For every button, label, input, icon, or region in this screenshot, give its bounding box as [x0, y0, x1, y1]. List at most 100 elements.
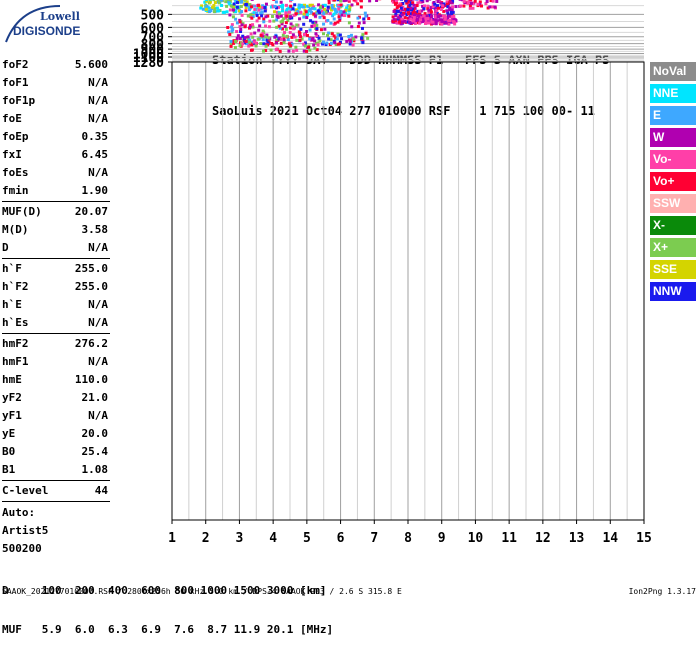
data-point	[237, 34, 240, 37]
data-point	[288, 11, 291, 14]
data-point	[275, 26, 278, 29]
data-point	[214, 1, 217, 4]
x-tick-label: 6	[337, 531, 345, 546]
data-point	[309, 4, 312, 7]
data-point	[257, 4, 260, 7]
data-point	[280, 42, 283, 45]
data-point	[276, 15, 279, 18]
data-point	[408, 21, 411, 24]
data-point	[357, 25, 360, 28]
data-point	[430, 15, 433, 18]
y-tick-label: 400	[141, 0, 165, 4]
data-point	[400, 7, 403, 10]
data-point	[251, 48, 254, 51]
data-point	[426, 5, 429, 8]
data-point	[253, 8, 256, 11]
data-point	[229, 8, 232, 11]
data-point	[298, 4, 301, 7]
data-point	[282, 41, 285, 44]
data-point	[353, 0, 356, 2]
data-point	[307, 46, 310, 49]
data-point	[459, 5, 462, 8]
data-point	[409, 18, 412, 21]
data-point	[451, 5, 454, 8]
data-point	[299, 39, 302, 42]
data-point	[330, 42, 333, 45]
data-point	[216, 7, 219, 10]
data-point	[339, 10, 342, 13]
data-point	[273, 5, 276, 8]
data-point	[435, 22, 438, 25]
data-point	[305, 16, 308, 19]
data-point	[349, 43, 352, 46]
data-point	[216, 0, 219, 2]
data-point	[419, 18, 422, 21]
data-point	[234, 0, 237, 1]
data-point	[343, 14, 346, 17]
data-point	[362, 17, 365, 20]
data-point	[295, 39, 298, 42]
data-point	[257, 38, 260, 41]
data-point	[322, 12, 325, 15]
data-point	[327, 6, 330, 9]
data-point	[440, 20, 443, 23]
data-point	[325, 42, 328, 45]
data-point	[281, 6, 284, 9]
data-point	[241, 42, 244, 45]
data-point	[275, 0, 278, 3]
data-point	[264, 15, 267, 18]
data-point	[326, 34, 329, 37]
data-point	[303, 33, 306, 36]
muf-table: D 100 200 400 600 800 1000 1500 3000 [km…	[2, 558, 333, 649]
data-point	[339, 0, 342, 3]
data-point	[463, 0, 466, 3]
data-point	[268, 25, 271, 28]
data-point	[336, 37, 339, 40]
data-point	[363, 21, 366, 24]
data-point	[431, 21, 434, 24]
data-point	[298, 17, 301, 20]
data-point	[260, 34, 263, 37]
data-point	[348, 21, 351, 24]
data-point	[313, 47, 316, 50]
data-point	[265, 45, 268, 48]
data-point	[349, 40, 352, 43]
data-point	[228, 13, 231, 16]
data-point	[331, 32, 334, 35]
data-point	[230, 45, 233, 48]
data-point	[292, 27, 295, 30]
data-point	[344, 0, 347, 2]
data-point	[272, 0, 275, 1]
data-point	[291, 7, 294, 10]
data-point	[368, 0, 371, 2]
data-point	[293, 3, 296, 6]
data-point	[317, 43, 320, 46]
data-point	[338, 42, 341, 45]
data-point	[437, 0, 440, 3]
data-point	[309, 8, 312, 11]
data-point	[245, 40, 248, 43]
data-point	[302, 16, 305, 19]
data-point	[356, 17, 359, 20]
data-point	[448, 19, 451, 22]
data-point	[239, 20, 242, 23]
data-point	[360, 6, 363, 9]
data-point	[205, 8, 208, 11]
y-tick-label: 1280	[133, 56, 164, 71]
x-tick-label: 14	[602, 531, 618, 546]
data-point	[315, 27, 318, 30]
data-point	[258, 17, 261, 20]
data-point	[205, 5, 208, 8]
data-point	[470, 2, 473, 5]
data-point	[313, 7, 316, 10]
data-point	[352, 44, 355, 47]
data-point	[329, 12, 332, 15]
data-point	[226, 26, 229, 29]
data-point	[264, 35, 267, 38]
ionogram-chart: 1234567891011121314158020030040050060070…	[0, 0, 700, 600]
data-point	[445, 9, 448, 12]
data-point	[340, 4, 343, 7]
data-point	[250, 17, 253, 20]
data-point	[469, 0, 472, 1]
data-point	[255, 41, 258, 44]
